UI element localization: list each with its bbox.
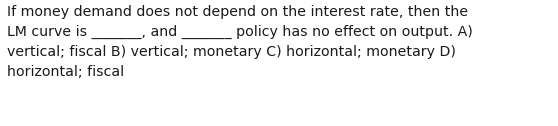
Text: If money demand does not depend on the interest rate, then the
LM curve is _____: If money demand does not depend on the i… — [7, 5, 473, 79]
